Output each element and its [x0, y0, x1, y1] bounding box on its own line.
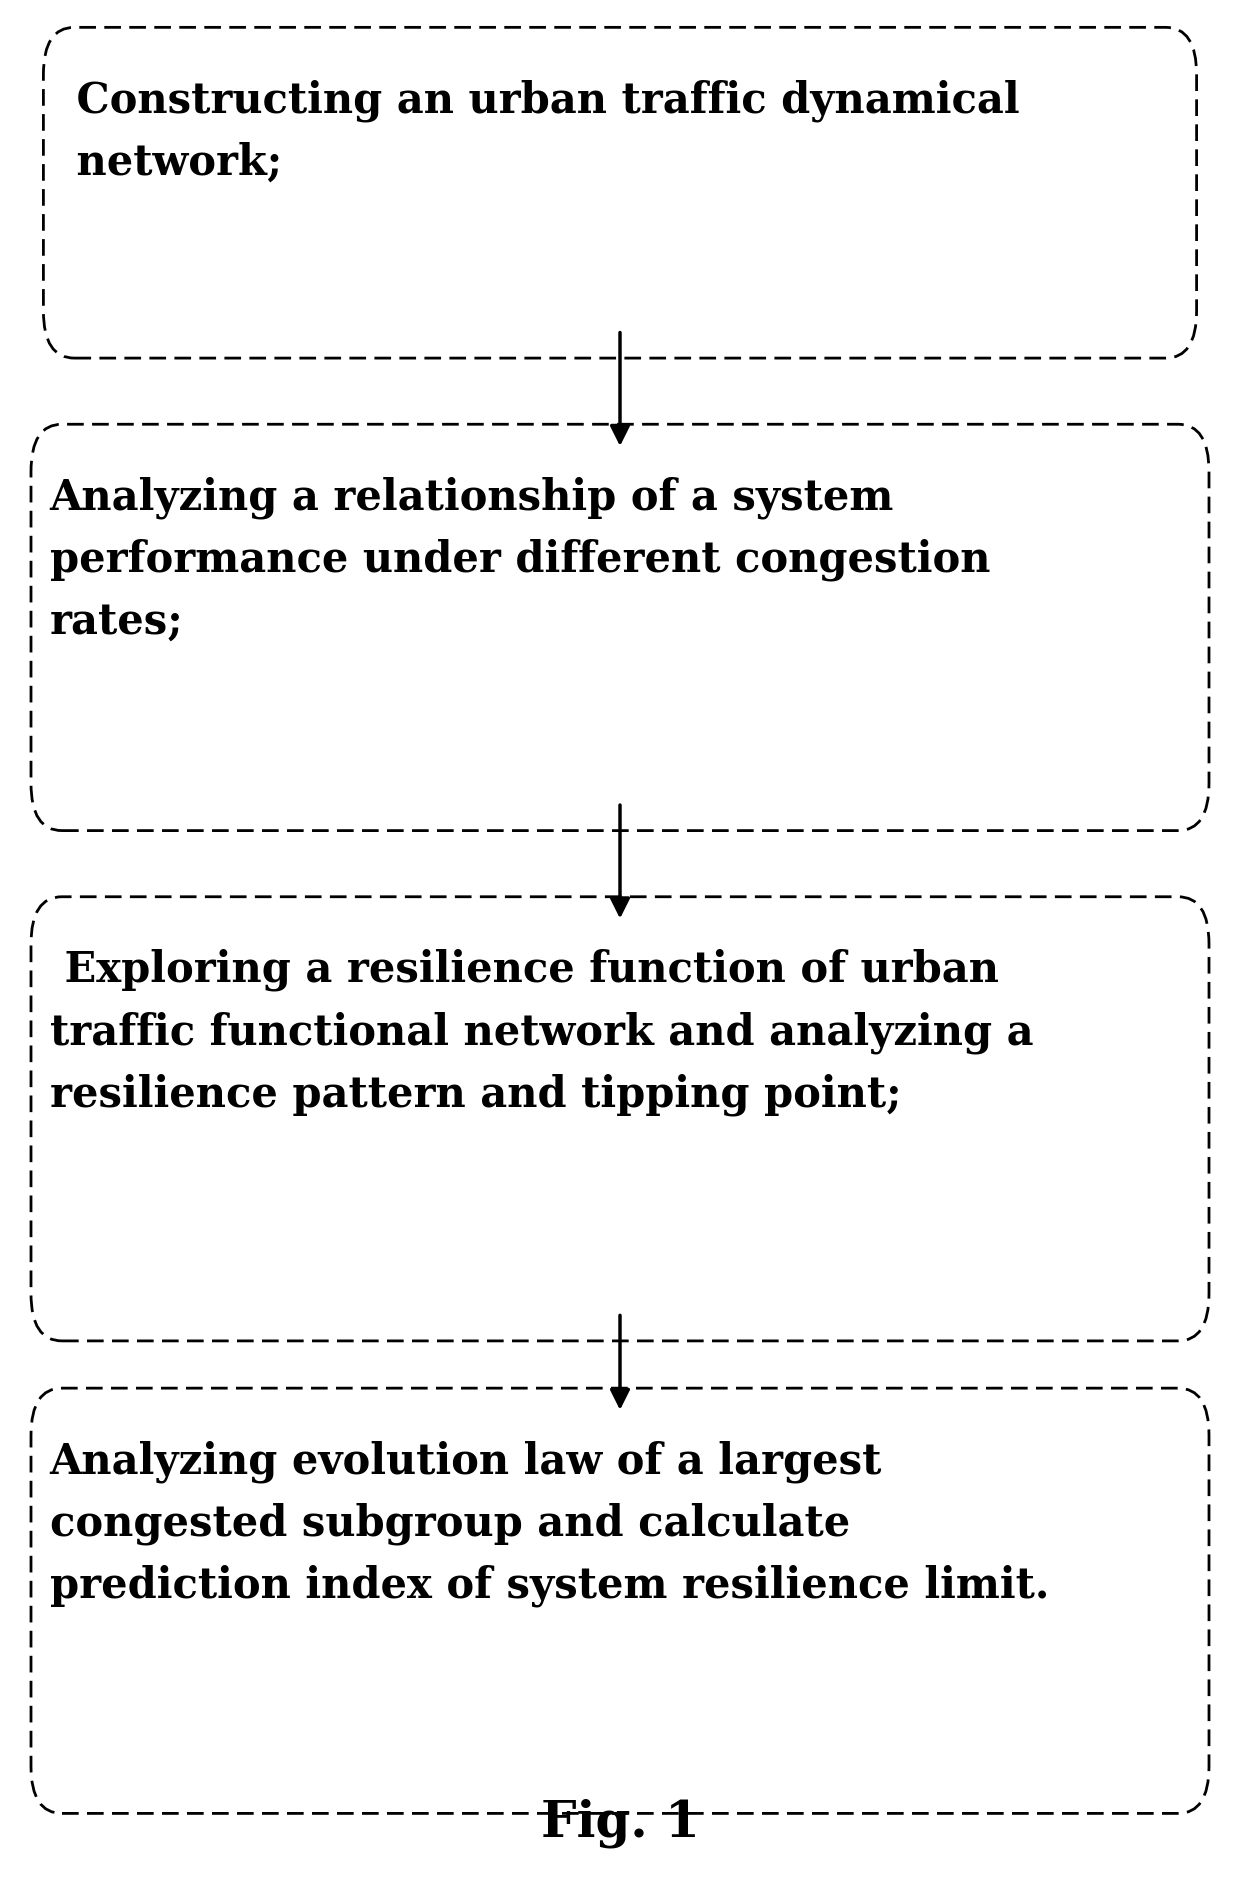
FancyBboxPatch shape [31, 1388, 1209, 1813]
Text: Constructing an urban traffic dynamical
 network;: Constructing an urban traffic dynamical … [62, 79, 1019, 183]
FancyBboxPatch shape [31, 897, 1209, 1341]
Text: Analyzing evolution law of a largest
congested subgroup and calculate
prediction: Analyzing evolution law of a largest con… [50, 1439, 1049, 1606]
FancyBboxPatch shape [31, 425, 1209, 831]
Text: Analyzing a relationship of a system
performance under different congestion
rate: Analyzing a relationship of a system per… [50, 476, 990, 642]
Text: Fig. 1: Fig. 1 [541, 1798, 699, 1847]
FancyBboxPatch shape [43, 28, 1197, 359]
Text: Exploring a resilience function of urban
traffic functional network and analyzin: Exploring a resilience function of urban… [50, 948, 1033, 1115]
